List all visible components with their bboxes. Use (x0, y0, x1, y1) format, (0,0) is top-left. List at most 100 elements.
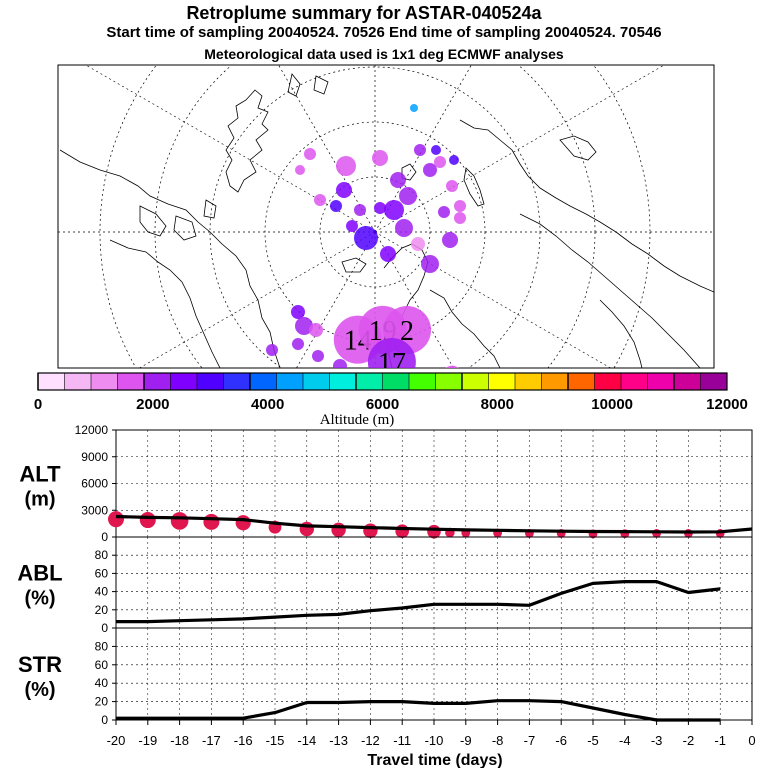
meridian-line (85, 65, 376, 233)
colorbar-segment (488, 373, 516, 390)
str-ytick-label: 20 (95, 695, 109, 709)
particle-blob (372, 150, 388, 166)
particle-blob (346, 220, 358, 232)
abl-ytick-label: 60 (95, 566, 109, 580)
colorbar-segment (64, 373, 92, 390)
colorbar-segment (303, 373, 330, 390)
coastline-greenland (225, 89, 269, 193)
abl-label-top: ABL (17, 561, 62, 586)
particle-blob (421, 255, 439, 273)
colorbar-segment (515, 373, 542, 390)
coastline-siberia-inner (519, 213, 701, 368)
colorbar-segment (700, 373, 728, 390)
plume-label: 1 (428, 391, 435, 406)
particle-blob (314, 194, 326, 206)
alt-spread-marker (139, 512, 156, 529)
x-tick-label: -7 (524, 733, 536, 748)
x-tick-label: -16 (234, 733, 253, 748)
particle-blob (295, 317, 313, 335)
alt-label-top: ALT (19, 462, 61, 487)
colorbar-tick-label: 12000 (706, 396, 748, 413)
str-label-top: STR (18, 652, 62, 677)
abl-ytick-label: 80 (95, 548, 109, 562)
colorbar-segment (144, 373, 171, 390)
alt-series-line (115, 514, 753, 534)
colorbar-segment (356, 373, 383, 390)
colorbar-tick-label: 6000 (366, 396, 399, 413)
colorbar-frame (37, 372, 728, 391)
plume-label: 7 (465, 411, 472, 426)
x-tick-label: -15 (266, 733, 285, 748)
alt-spread-marker (235, 515, 251, 531)
alt-spread-marker (203, 513, 220, 530)
colorbar-segment (276, 373, 304, 390)
colorbar-segment (38, 373, 65, 390)
alt-ytick-label: 9000 (81, 450, 108, 464)
abl-ytick-label: 0 (101, 621, 108, 635)
coastline-novaya-zemlya (463, 167, 485, 207)
alt-ytick-label: 0 (101, 530, 108, 544)
colorbar-segment (409, 373, 436, 390)
particle-blob (414, 144, 426, 156)
colorbar-segment (250, 373, 277, 390)
colorbar-segment (91, 373, 118, 390)
particle-blob (309, 323, 323, 337)
x-tick-label: -13 (329, 733, 348, 748)
meridian-line (296, 231, 376, 368)
particle-blob (312, 350, 324, 362)
particle-blob (454, 200, 466, 212)
coastline-east-asia (599, 299, 643, 368)
str-panel: 0 20 40 60 80 STR(%) (18, 627, 753, 727)
colorbar-label: Altitude (m) (320, 412, 395, 428)
particle-blob (333, 359, 347, 368)
alt-spread-marker (427, 524, 441, 539)
colorbar-segment (621, 373, 648, 390)
colorbar-segment (197, 373, 224, 390)
colorbar-tick-label: 0 (34, 396, 42, 413)
plume-label: 9 (454, 464, 461, 479)
coastline-arctic-islands (139, 199, 217, 241)
coastline-europe (429, 289, 501, 368)
x-axis: -20 -19 -18 -17 -16 -15 -14 -13 -12 -11 -10 -9 -8 -7-… (107, 720, 756, 748)
particle-blob (399, 187, 417, 205)
abl-label-bottom: (%) (24, 588, 55, 610)
colorbar-segment (674, 373, 701, 390)
colorbar-segment (647, 373, 675, 390)
abl-series-line (116, 580, 721, 624)
str-series-line (116, 699, 721, 722)
str-ytick-label: 80 (95, 639, 109, 653)
alt-ytick-label: 6000 (81, 477, 108, 491)
particle-blob (431, 145, 441, 155)
plume-marker (445, 365, 459, 368)
coastline-north-america (59, 149, 281, 368)
meridian-line (374, 65, 665, 233)
sampling-times: Start time of sampling 20040524. 70526 E… (106, 24, 662, 41)
alt-ytick-label: 3000 (81, 503, 108, 517)
x-tick-label: 0 (748, 733, 755, 748)
alt-label-bottom: (m) (24, 489, 55, 511)
particle-blob (384, 200, 404, 220)
particle-blob (330, 200, 342, 212)
chart-title: Retroplume summary for ASTAR-040524a (186, 3, 542, 23)
abl-panel: 0 20 40 60 80 ABL(%) (17, 536, 753, 635)
x-tick-label: -8 (492, 733, 504, 748)
meridian-line (138, 231, 376, 368)
coastline-alaska (287, 73, 329, 97)
particle-blob (295, 165, 305, 175)
colorbar-segment (435, 373, 463, 390)
str-ytick-label: 0 (101, 713, 108, 727)
plume-label: 17 (378, 348, 406, 379)
x-tick-label: -10 (425, 733, 444, 748)
plume-marker (448, 460, 468, 480)
particle-blob (454, 212, 466, 224)
x-tick-label: -11 (393, 733, 411, 748)
coastlines (59, 73, 714, 368)
time-series-panels: 030006000900012000ALT(m)020406080ABL(%)0… (17, 423, 755, 748)
colorbar-segment (382, 373, 410, 390)
plume-marker (367, 338, 416, 368)
colorbar-segment (594, 373, 622, 390)
alt-panel: 0 3000 6000 9000 12000 ALT(m) (19, 423, 753, 544)
particle-blob (380, 246, 396, 262)
x-tick-label: -17 (202, 733, 221, 748)
